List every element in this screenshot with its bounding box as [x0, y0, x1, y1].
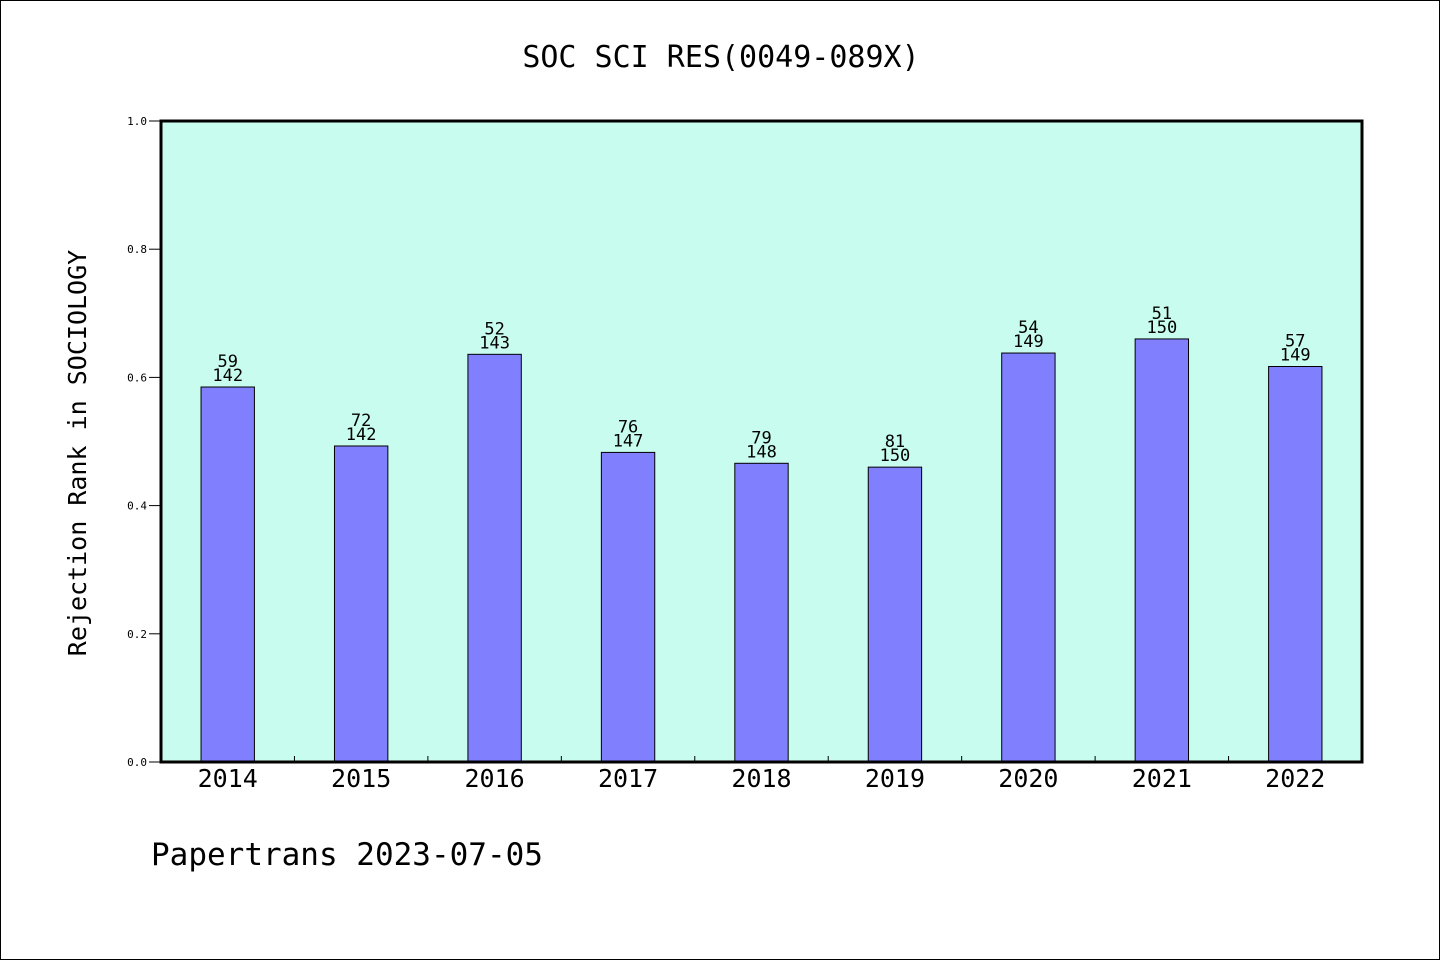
x-tick-label-2015: 2015 — [331, 764, 391, 793]
y-tick-label-0.6: 0.6 — [127, 371, 147, 384]
data-label-rank-2019: 81 — [885, 432, 905, 452]
data-label-rank-2020: 54 — [1018, 318, 1038, 338]
y-tick-label-0.2: 0.2 — [127, 628, 147, 641]
data-label-rank-2022: 57 — [1285, 332, 1305, 352]
y-tick-label-0.0: 0.0 — [127, 756, 147, 769]
x-tick-label-2020: 2020 — [998, 764, 1058, 793]
x-tick-label-2016: 2016 — [465, 764, 525, 793]
y-axis-label: Rejection Rank in SOCIOLOGY — [63, 250, 92, 656]
footer-text: Papertrans 2023-07-05 — [151, 837, 543, 873]
data-label-rank-2017: 76 — [618, 417, 638, 437]
data-label-total-2015: 142 — [346, 425, 377, 445]
x-tick-label-2021: 2021 — [1132, 764, 1192, 793]
data-label-total-2016: 143 — [479, 333, 510, 353]
x-tick-label-2022: 2022 — [1265, 764, 1325, 793]
x-ticks-group: 2014 2015 2016 2017 2018 2019 2020 2021 2022 — [198, 756, 1325, 793]
data-label-total-2017: 147 — [613, 431, 644, 451]
data-label-rank-2014: 59 — [217, 352, 237, 372]
data-label-rank-2016: 52 — [484, 319, 504, 339]
x-tick-label-2019: 2019 — [865, 764, 925, 793]
bar-2019 — [867, 466, 923, 763]
bar-2022 — [1268, 366, 1323, 763]
y-tick-label-0.4: 0.4 — [127, 500, 147, 513]
plot-frame — [159, 119, 1364, 764]
y-tick-label-1.0: 1.0 — [127, 115, 147, 128]
data-label-total-2021: 150 — [1146, 318, 1177, 338]
x-tick-label-2018: 2018 — [731, 764, 791, 793]
bar-2016 — [467, 353, 522, 763]
data-label-total-2020: 149 — [1013, 332, 1044, 352]
data-label-rank-2015: 72 — [351, 411, 371, 431]
bar-2017 — [600, 451, 656, 763]
data-label-total-2014: 142 — [212, 366, 243, 386]
data-label-total-2022: 149 — [1280, 346, 1311, 366]
bar-2020 — [1001, 352, 1056, 763]
y-ticks-group: 0.0 0.2 0.4 0.6 0.8 1.0 — [127, 115, 161, 769]
bar-2015 — [333, 445, 389, 763]
data-label-total-2019: 150 — [880, 446, 911, 466]
bar-2021 — [1134, 338, 1190, 763]
data-label-total-2018: 148 — [746, 442, 777, 462]
data-label-rank-2021: 51 — [1152, 304, 1172, 324]
y-tick-label-0.8: 0.8 — [127, 243, 147, 256]
x-tick-label-2017: 2017 — [598, 764, 658, 793]
data-label-rank-2018: 79 — [751, 428, 771, 448]
bar-2014 — [200, 386, 255, 763]
bar-2018 — [734, 462, 789, 763]
chart-title: SOC SCI RES(0049-089X) — [522, 40, 919, 75]
x-tick-label-2014: 2014 — [198, 764, 258, 793]
